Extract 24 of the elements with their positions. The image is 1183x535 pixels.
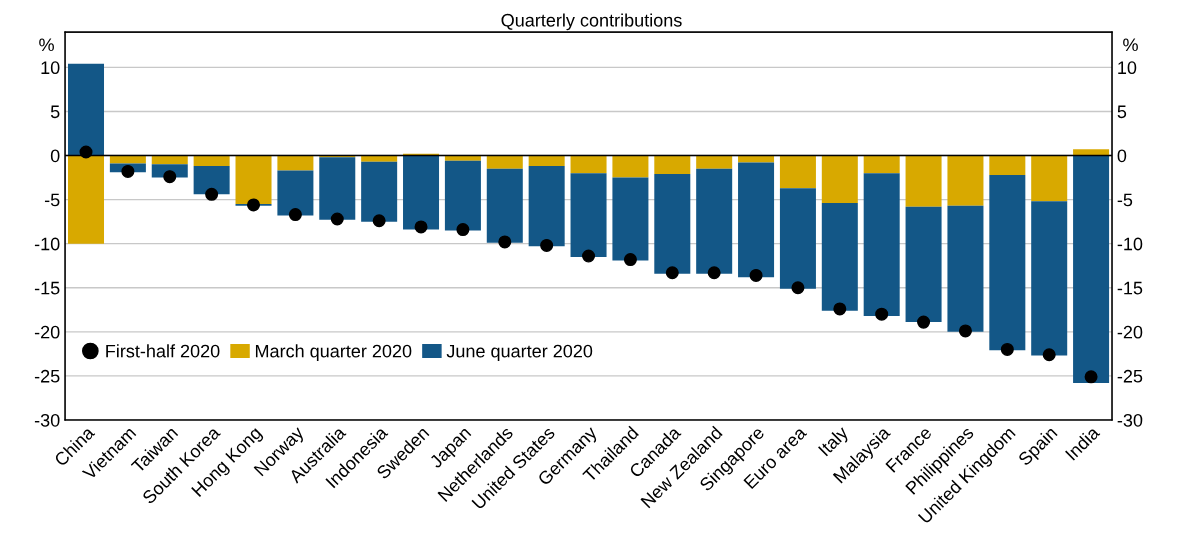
y-tick-label: -10 xyxy=(34,237,60,251)
y2-tick-label: -5 xyxy=(1117,193,1133,207)
y2-tick-label: 5 xyxy=(1117,105,1127,119)
y2-tick-label: -20 xyxy=(1117,325,1143,339)
y-tick-label: -5 xyxy=(44,193,60,207)
y-tick-label: 10 xyxy=(41,61,60,75)
y-tick-label: -25 xyxy=(34,369,60,383)
y-tick-label: 0 xyxy=(50,149,60,163)
y2-tick-label: -25 xyxy=(1117,369,1143,383)
y2-tick-label: 10 xyxy=(1118,61,1137,75)
y-axis-title: % xyxy=(39,38,54,52)
y2-tick-label: -30 xyxy=(1117,413,1143,427)
y2-tick-label: 0 xyxy=(1117,149,1127,163)
legend-label: June quarter 2020 xyxy=(446,344,593,362)
legend-label: March quarter 2020 xyxy=(255,344,412,362)
y-tick-label: 5 xyxy=(50,105,60,119)
legend-label: First-half 2020 xyxy=(106,344,220,358)
chart-title: Quarterly contributions xyxy=(501,13,682,31)
y-tick-label: -30 xyxy=(34,413,60,427)
y2-tick-label: -10 xyxy=(1117,237,1143,251)
y-tick-label: -15 xyxy=(34,281,60,295)
y-tick-label: -20 xyxy=(34,325,60,339)
y2-axis-title: % xyxy=(1123,38,1138,52)
y2-tick-label: -15 xyxy=(1117,281,1143,295)
